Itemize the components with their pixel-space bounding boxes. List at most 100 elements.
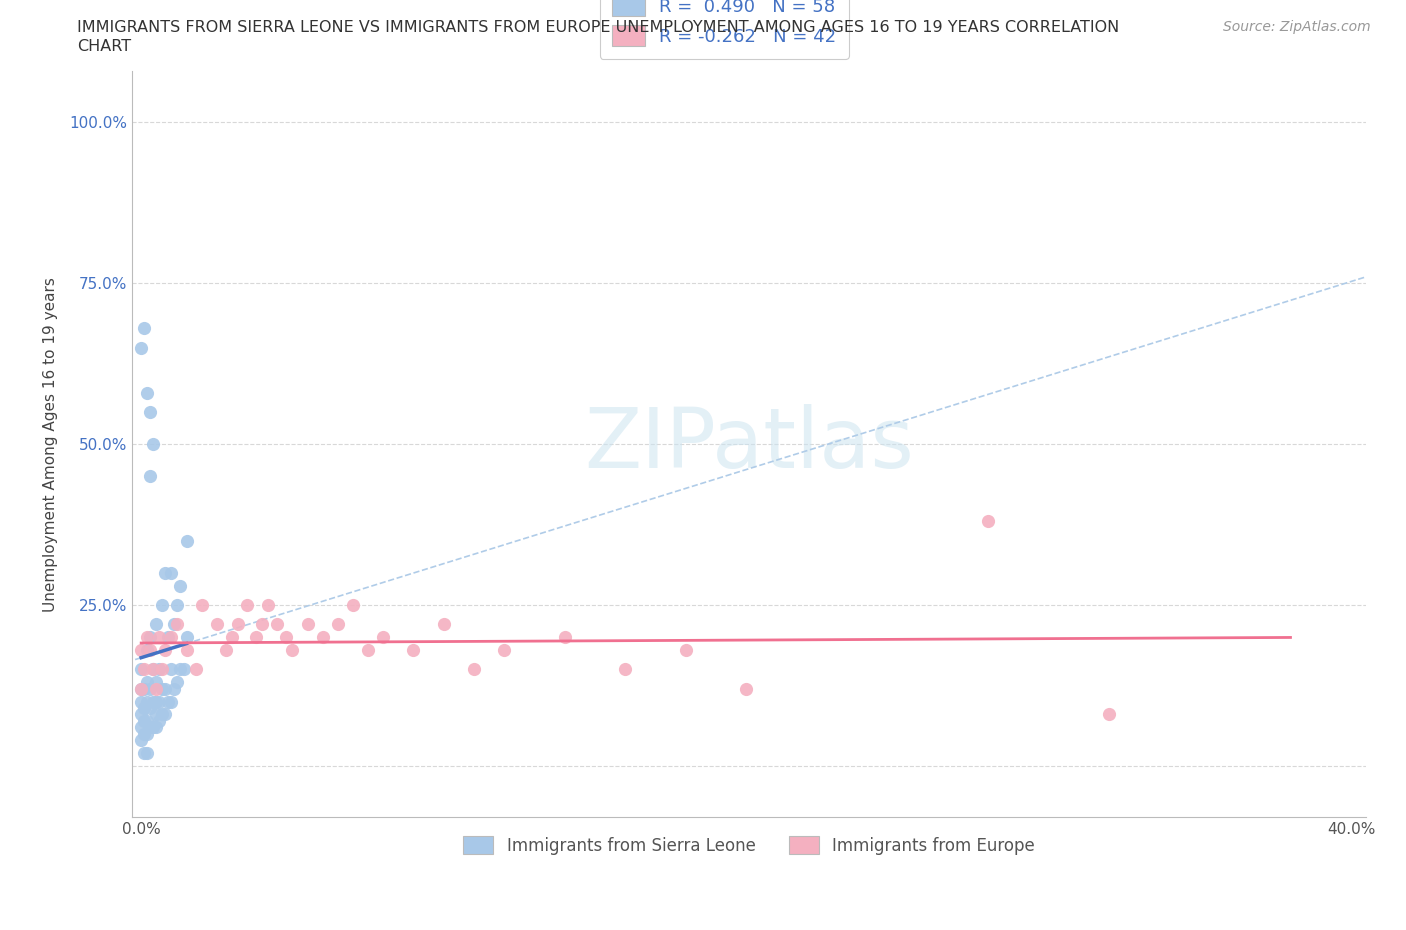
Point <box>160 630 183 644</box>
Point <box>136 746 159 761</box>
Point <box>735 682 758 697</box>
Point <box>148 630 170 644</box>
Point <box>155 682 177 697</box>
Point <box>134 746 156 761</box>
Point <box>554 630 576 644</box>
Point <box>166 617 188 631</box>
Point <box>134 321 156 336</box>
Point <box>148 713 170 728</box>
Point <box>433 617 456 631</box>
Point <box>357 643 380 658</box>
Point <box>136 385 159 400</box>
Point <box>163 682 186 697</box>
Point <box>215 643 238 658</box>
Point <box>148 662 170 677</box>
Point <box>155 643 177 658</box>
Point <box>142 437 165 452</box>
Point <box>311 630 333 644</box>
Point <box>134 713 156 728</box>
Point <box>145 617 167 631</box>
Point <box>176 533 198 548</box>
Point <box>281 643 304 658</box>
Point <box>463 662 485 677</box>
Point <box>155 707 177 722</box>
Point <box>145 694 167 709</box>
Text: ZIPatlas: ZIPatlas <box>583 404 914 485</box>
Point <box>129 682 152 697</box>
Point <box>142 662 165 677</box>
Point <box>139 630 162 644</box>
Point <box>142 662 165 677</box>
Point <box>129 720 152 735</box>
Point <box>245 630 267 644</box>
Point <box>221 630 243 644</box>
Point <box>129 694 152 709</box>
Point <box>614 662 637 677</box>
Point <box>134 682 156 697</box>
Point <box>402 643 425 658</box>
Point <box>1098 707 1121 722</box>
Point <box>129 682 152 697</box>
Point <box>173 662 195 677</box>
Point <box>150 598 173 613</box>
Point <box>129 733 152 748</box>
Point <box>139 700 162 715</box>
Text: Source: ZipAtlas.com: Source: ZipAtlas.com <box>1223 20 1371 34</box>
Point <box>205 617 228 631</box>
Point <box>134 662 156 677</box>
Point <box>136 643 159 658</box>
Point <box>134 726 156 741</box>
Point <box>675 643 697 658</box>
Point <box>145 707 167 722</box>
Point <box>136 694 159 709</box>
Point <box>142 720 165 735</box>
Point <box>266 617 288 631</box>
Point <box>160 694 183 709</box>
Text: CHART: CHART <box>77 39 131 54</box>
Point <box>139 469 162 484</box>
Point <box>169 578 191 593</box>
Point <box>160 565 183 580</box>
Point <box>166 598 188 613</box>
Point <box>139 643 162 658</box>
Point <box>176 643 198 658</box>
Point <box>236 598 259 613</box>
Legend: Immigrants from Sierra Leone, Immigrants from Europe: Immigrants from Sierra Leone, Immigrants… <box>457 830 1042 861</box>
Point <box>134 700 156 715</box>
Point <box>297 617 319 631</box>
Point <box>157 694 180 709</box>
Point <box>163 617 186 631</box>
Point <box>150 662 173 677</box>
Point <box>371 630 394 644</box>
Point <box>166 675 188 690</box>
Point <box>145 675 167 690</box>
Point <box>129 340 152 355</box>
Point <box>342 598 364 613</box>
Point <box>139 720 162 735</box>
Point <box>157 630 180 644</box>
Point <box>142 694 165 709</box>
Point <box>326 617 349 631</box>
Point <box>494 643 516 658</box>
Point <box>136 630 159 644</box>
Point <box>129 707 152 722</box>
Point <box>129 662 152 677</box>
Point <box>155 565 177 580</box>
Point <box>160 662 183 677</box>
Point <box>139 405 162 419</box>
Point <box>226 617 249 631</box>
Point <box>139 682 162 697</box>
Point <box>176 630 198 644</box>
Y-axis label: Unemployment Among Ages 16 to 19 years: Unemployment Among Ages 16 to 19 years <box>44 276 58 612</box>
Text: IMMIGRANTS FROM SIERRA LEONE VS IMMIGRANTS FROM EUROPE UNEMPLOYMENT AMONG AGES 1: IMMIGRANTS FROM SIERRA LEONE VS IMMIGRAN… <box>77 20 1119 35</box>
Point <box>148 694 170 709</box>
Point <box>276 630 298 644</box>
Point <box>150 682 173 697</box>
Point <box>145 682 167 697</box>
Point <box>250 617 273 631</box>
Point <box>136 726 159 741</box>
Point <box>136 713 159 728</box>
Point <box>257 598 280 613</box>
Point <box>169 662 191 677</box>
Point <box>145 720 167 735</box>
